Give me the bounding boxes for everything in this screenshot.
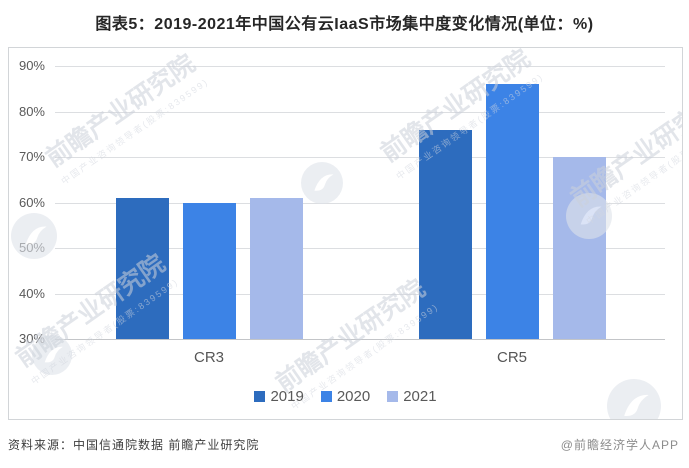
y-axis-tick-label: 50% [18, 240, 45, 255]
legend-label: 2021 [403, 387, 437, 405]
x-axis-label-cr3: CR3 [193, 349, 224, 366]
bar-cr5-2020 [485, 84, 539, 339]
legend-item-2021: 2021 [387, 387, 437, 405]
footer: 资料来源：中国信通院数据 前瞻产业研究院 @前瞻经济学人APP [8, 436, 679, 453]
gridline [55, 202, 665, 204]
gridline [55, 157, 665, 158]
gridline [55, 111, 665, 113]
bar-cr3-2019 [115, 197, 169, 339]
chart-area: 前瞻产业研究院 中国产业咨询领导者(股票:839599) 前瞻产业研究院 中国产… [8, 47, 683, 420]
gridline [55, 293, 665, 295]
legend-swatch-icon [387, 390, 399, 402]
bar-cr3-2020 [182, 202, 236, 339]
chart-title: 图表5：2019-2021年中国公有云IaaS市场集中度变化情况(单位：%) [95, 16, 594, 33]
legend-item-2020: 2020 [320, 387, 371, 405]
bar-cr3-2021 [249, 197, 303, 339]
y-axis-tick-label: 80% [18, 103, 45, 119]
legend-swatch-icon [320, 390, 332, 402]
source-note: 资料来源：中国信通院数据 前瞻产业研究院 [8, 438, 260, 452]
y-axis-tick-label: 70% [18, 149, 45, 164]
legend-label: 2020 [336, 387, 371, 405]
gridline [55, 248, 665, 249]
y-axis-tick-label: 60% [18, 194, 45, 210]
x-axis-label-cr5: CR5 [496, 349, 527, 366]
bar-cr5-2019 [418, 129, 472, 339]
legend-label: 2019 [270, 387, 304, 405]
credit: @前瞻经济学人APP [560, 438, 679, 452]
y-axis-tick-label: 90% [18, 58, 45, 73]
legend-swatch-icon [254, 390, 266, 402]
y-axis-tick-label: 40% [18, 285, 45, 301]
legend-item-2019: 2019 [254, 387, 304, 405]
bar-cr5-2021 [552, 157, 606, 339]
plot-area: CR3 CR5 [55, 66, 665, 366]
gridline [55, 339, 665, 340]
y-axis-tick-label: 30% [18, 331, 45, 346]
legend: 2019 2020 2021 [9, 387, 682, 405]
gridline [55, 66, 665, 67]
